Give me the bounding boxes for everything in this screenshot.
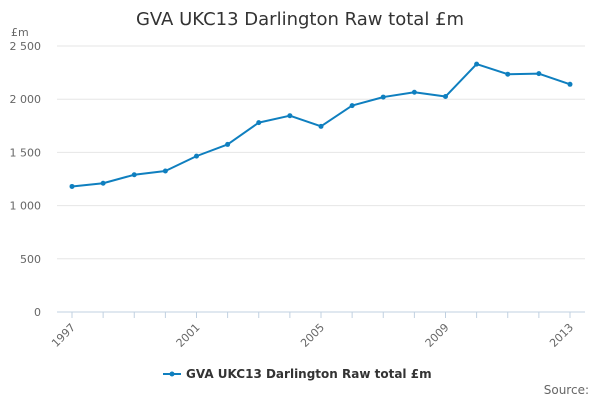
data-point[interactable]	[505, 71, 511, 77]
x-tick-label: 2005	[298, 321, 327, 350]
data-point[interactable]	[100, 180, 106, 186]
data-point[interactable]	[69, 183, 75, 189]
data-point[interactable]	[162, 168, 168, 174]
y-tick-label: 2 000	[10, 93, 42, 106]
legend[interactable]: GVA UKC13 Darlington Raw total £m	[163, 367, 432, 381]
y-axis-unit: £m	[11, 26, 29, 39]
legend-label: GVA UKC13 Darlington Raw total £m	[186, 367, 432, 381]
series-group	[69, 61, 573, 189]
x-tick-label: 2001	[174, 321, 203, 350]
y-axis-ticks: 0 500 1 000 1 500 2 000 2 500	[10, 40, 42, 319]
data-point[interactable]	[318, 123, 324, 129]
chart-title: GVA UKC13 Darlington Raw total £m	[136, 9, 464, 30]
source-label: Source:	[544, 383, 589, 397]
data-point[interactable]	[225, 141, 231, 147]
legend-marker-icon	[169, 371, 175, 377]
x-tick-label: 2013	[547, 321, 576, 350]
data-point[interactable]	[287, 113, 293, 119]
data-point[interactable]	[349, 103, 355, 109]
data-point[interactable]	[380, 94, 386, 100]
y-tick-label: 1 000	[10, 200, 42, 213]
gridlines	[57, 45, 585, 260]
data-point[interactable]	[567, 81, 573, 87]
y-tick-label: 1 500	[10, 146, 42, 159]
data-point[interactable]	[474, 61, 480, 67]
data-point[interactable]	[194, 153, 199, 159]
y-tick-label: 2 500	[10, 40, 42, 53]
x-tick-label: 1997	[49, 321, 78, 350]
y-tick-label: 500	[20, 253, 41, 266]
data-point[interactable]	[411, 89, 417, 95]
data-point[interactable]	[443, 94, 448, 100]
data-point[interactable]	[131, 172, 137, 178]
y-tick-label: 0	[34, 306, 41, 319]
x-axis-ticks: 1997 2001 2005 2009 2013	[49, 312, 576, 350]
data-point[interactable]	[536, 71, 542, 77]
x-tick-label: 2009	[423, 321, 452, 350]
data-point[interactable]	[256, 120, 262, 126]
